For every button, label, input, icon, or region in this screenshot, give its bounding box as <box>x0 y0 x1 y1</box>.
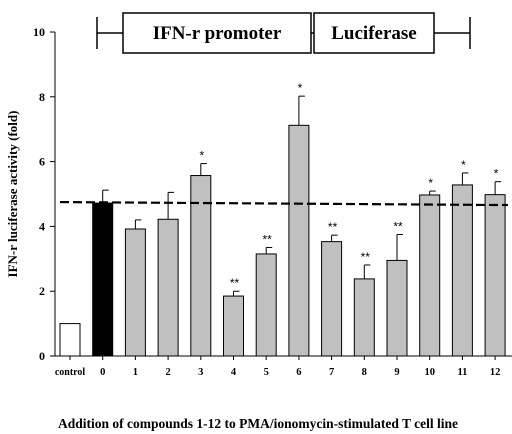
bar <box>157 218 179 357</box>
x-tick-label: 4 <box>231 367 237 378</box>
significance-marker: ** <box>263 232 273 246</box>
significance-marker: * <box>461 158 466 172</box>
y-tick-label: 4 <box>39 219 45 233</box>
significance-marker: * <box>298 81 303 95</box>
x-tick-label: 11 <box>457 367 467 378</box>
x-tick-label: 7 <box>329 367 334 378</box>
bars: *************** <box>59 81 506 357</box>
construct-diagram: IFN-r promoter Luciferase <box>96 12 471 54</box>
significance-marker: ** <box>393 220 403 234</box>
promoter-box <box>122 12 312 54</box>
bar <box>321 241 343 357</box>
luciferase-label: Luciferase <box>331 23 416 44</box>
bar <box>386 259 408 357</box>
significance-marker: * <box>494 167 499 181</box>
significance-marker: ** <box>230 276 240 290</box>
y-tick-label: 6 <box>39 155 45 169</box>
bar <box>223 295 244 357</box>
x-axis: control 0 1 2 3 4 5 6 7 8 9 10 11 12 <box>55 355 512 378</box>
luciferase-box <box>313 12 435 54</box>
y-tick-label: 2 <box>39 284 45 298</box>
x-tick-label: 10 <box>424 367 435 378</box>
bar <box>255 253 277 357</box>
bar <box>124 228 146 357</box>
x-tick-label: 5 <box>264 367 269 378</box>
y-axis-title: IFN-r luciferase activity (fold) <box>5 111 20 278</box>
y-tick-label: 0 <box>39 349 45 363</box>
bar <box>353 278 375 357</box>
x-tick-label: 3 <box>198 367 203 378</box>
y-tick-label: 10 <box>33 25 45 39</box>
y-tick-label: 8 <box>39 90 45 104</box>
bar <box>288 124 310 357</box>
x-tick-label: 0 <box>100 367 105 378</box>
significance-marker: * <box>428 176 433 190</box>
bar <box>484 194 506 357</box>
significance-marker: * <box>199 149 204 163</box>
significance-marker: ** <box>361 250 371 264</box>
bar <box>59 323 81 357</box>
x-tick-label: 9 <box>394 367 399 378</box>
reference-line-group <box>59 200 509 207</box>
bar <box>419 194 441 357</box>
x-axis-title: Addition of compounds 1-12 to PMA/ionomy… <box>58 416 458 431</box>
bar <box>92 202 114 357</box>
bar <box>451 184 473 357</box>
x-tick-label: 12 <box>490 367 501 378</box>
promoter-label: IFN-r promoter <box>153 23 282 44</box>
reference-line <box>59 200 509 207</box>
x-tick-label: control <box>55 367 86 378</box>
x-tick-label: 2 <box>165 367 170 378</box>
x-tick-label: 6 <box>296 367 301 378</box>
x-tick-label: 1 <box>133 367 138 378</box>
y-axis: 0 2 4 6 8 10 <box>33 25 56 363</box>
x-tick-label: 8 <box>362 367 367 378</box>
significance-marker: ** <box>328 220 338 234</box>
